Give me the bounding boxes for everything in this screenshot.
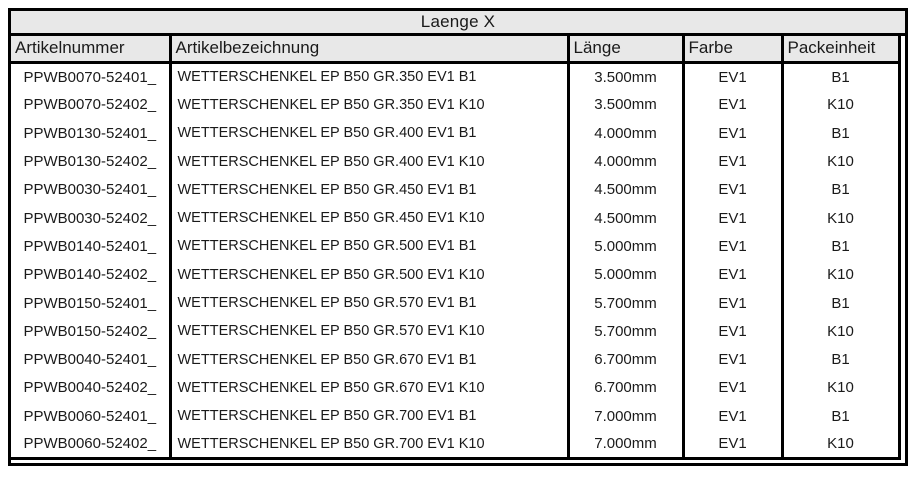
cell-packeinheit: K10 — [782, 430, 901, 461]
cell-laenge: 5.700mm — [568, 288, 685, 318]
cell-artikelnummer: PPWB0030-52401_ — [11, 175, 172, 204]
table-body: PPWB0070-52401_ WETTERSCHENKEL EP B50 GR.… — [11, 62, 901, 461]
cell-artikelnummer: PPWB0040-52401_ — [11, 345, 172, 374]
table-row: PPWB0040-52402_ WETTERSCHENKEL EP B50 GR.… — [11, 373, 901, 403]
cell-packeinheit: B1 — [782, 345, 901, 374]
cell-packeinheit: K10 — [782, 260, 901, 289]
cell-packeinheit: B1 — [782, 402, 901, 431]
cell-farbe: EV1 — [683, 203, 784, 233]
cell-laenge: 4.000mm — [568, 147, 685, 176]
table-row: PPWB0040-52401_ WETTERSCHENKEL EP B50 GR.… — [11, 345, 901, 374]
cell-laenge: 4.500mm — [568, 203, 685, 233]
cell-farbe: EV1 — [683, 232, 784, 261]
cell-artikelbezeichnung: WETTERSCHENKEL EP B50 GR.570 EV1 B1 — [170, 288, 570, 318]
cell-artikelbezeichnung: WETTERSCHENKEL EP B50 GR.700 EV1 K10 — [170, 430, 570, 461]
cell-farbe: EV1 — [683, 288, 784, 318]
cell-artikelnummer: PPWB0060-52401_ — [11, 402, 172, 431]
cell-packeinheit: K10 — [782, 203, 901, 233]
table-row: PPWB0150-52402_ WETTERSCHENKEL EP B50 GR.… — [11, 317, 901, 346]
cell-farbe: EV1 — [683, 402, 784, 431]
cell-artikelbezeichnung: WETTERSCHENKEL EP B50 GR.450 EV1 K10 — [170, 203, 570, 233]
cell-laenge: 6.700mm — [568, 373, 685, 403]
cell-packeinheit: B1 — [782, 288, 901, 318]
cell-packeinheit: B1 — [782, 232, 901, 261]
cell-laenge: 5.000mm — [568, 260, 685, 289]
column-header-artikelnummer: Artikelnummer — [11, 36, 172, 64]
table-row: PPWB0140-52402_ WETTERSCHENKEL EP B50 GR.… — [11, 260, 901, 289]
cell-artikelbezeichnung: WETTERSCHENKEL EP B50 GR.700 EV1 B1 — [170, 402, 570, 431]
table-row: PPWB0060-52401_ WETTERSCHENKEL EP B50 GR.… — [11, 402, 901, 431]
cell-laenge: 7.000mm — [568, 402, 685, 431]
table-row: PPWB0130-52402_ WETTERSCHENKEL EP B50 GR.… — [11, 147, 901, 176]
cell-farbe: EV1 — [683, 260, 784, 289]
cell-artikelbezeichnung: WETTERSCHENKEL EP B50 GR.400 EV1 K10 — [170, 147, 570, 176]
cell-artikelnummer: PPWB0140-52402_ — [11, 260, 172, 289]
cell-artikelnummer: PPWB0070-52401_ — [11, 62, 172, 91]
cell-artikelnummer: PPWB0070-52402_ — [11, 90, 172, 120]
cell-laenge: 5.700mm — [568, 317, 685, 346]
article-table-frame: Laenge X Artikelnummer Artikelbezeichnung… — [8, 8, 908, 466]
table-row: PPWB0030-52402_ WETTERSCHENKEL EP B50 GR.… — [11, 203, 901, 233]
cell-laenge: 3.500mm — [568, 90, 685, 120]
cell-packeinheit: B1 — [782, 119, 901, 148]
cell-artikelbezeichnung: WETTERSCHENKEL EP B50 GR.450 EV1 B1 — [170, 175, 570, 204]
cell-laenge: 6.700mm — [568, 345, 685, 374]
cell-artikelnummer: PPWB0150-52401_ — [11, 288, 172, 318]
table-row: PPWB0060-52402_ WETTERSCHENKEL EP B50 GR.… — [11, 430, 901, 461]
cell-artikelbezeichnung: WETTERSCHENKEL EP B50 GR.670 EV1 B1 — [170, 345, 570, 374]
table-row: PPWB0030-52401_ WETTERSCHENKEL EP B50 GR.… — [11, 175, 901, 204]
cell-farbe: EV1 — [683, 90, 784, 120]
cell-farbe: EV1 — [683, 430, 784, 461]
cell-packeinheit: K10 — [782, 317, 901, 346]
cell-packeinheit: K10 — [782, 147, 901, 176]
cell-artikelbezeichnung: WETTERSCHENKEL EP B50 GR.500 EV1 B1 — [170, 232, 570, 261]
table-row: PPWB0140-52401_ WETTERSCHENKEL EP B50 GR.… — [11, 232, 901, 261]
cell-artikelbezeichnung: WETTERSCHENKEL EP B50 GR.350 EV1 K10 — [170, 90, 570, 120]
cell-farbe: EV1 — [683, 345, 784, 374]
table-row: PPWB0130-52401_ WETTERSCHENKEL EP B50 GR.… — [11, 119, 901, 148]
cell-farbe: EV1 — [683, 62, 784, 91]
cell-artikelnummer: PPWB0140-52401_ — [11, 232, 172, 261]
table-title-bar: Laenge X — [11, 11, 905, 36]
cell-laenge: 3.500mm — [568, 62, 685, 91]
table-row: PPWB0070-52401_ WETTERSCHENKEL EP B50 GR.… — [11, 62, 901, 91]
table-title: Laenge X — [420, 12, 496, 31]
header-row: Artikelnummer Artikelbezeichnung Länge Farb… — [11, 36, 901, 64]
table-row: PPWB0150-52401_ WETTERSCHENKEL EP B50 GR.… — [11, 288, 901, 318]
cell-artikelnummer: PPWB0040-52402_ — [11, 373, 172, 403]
cell-farbe: EV1 — [683, 119, 784, 148]
cell-artikelbezeichnung: WETTERSCHENKEL EP B50 GR.350 EV1 B1 — [170, 62, 570, 91]
cell-artikelnummer: PPWB0150-52402_ — [11, 317, 172, 346]
column-header-laenge: Länge — [568, 36, 685, 64]
column-header-artikelbezeichnung: Artikelbezeichnung — [170, 36, 570, 64]
cell-packeinheit: B1 — [782, 175, 901, 204]
cell-packeinheit: K10 — [782, 90, 901, 120]
cell-artikelbezeichnung: WETTERSCHENKEL EP B50 GR.400 EV1 B1 — [170, 119, 570, 148]
cell-packeinheit: B1 — [782, 62, 901, 91]
cell-farbe: EV1 — [683, 373, 784, 403]
table-header: Artikelnummer Artikelbezeichnung Länge Farb… — [11, 36, 901, 64]
column-header-farbe: Farbe — [683, 36, 784, 64]
cell-farbe: EV1 — [683, 317, 784, 346]
cell-artikelbezeichnung: WETTERSCHENKEL EP B50 GR.500 EV1 K10 — [170, 260, 570, 289]
cell-farbe: EV1 — [683, 175, 784, 204]
article-table: Artikelnummer Artikelbezeichnung Länge Farb… — [11, 36, 901, 461]
cell-packeinheit: K10 — [782, 373, 901, 403]
cell-artikelnummer: PPWB0130-52401_ — [11, 119, 172, 148]
cell-laenge: 4.000mm — [568, 119, 685, 148]
cell-laenge: 4.500mm — [568, 175, 685, 204]
cell-laenge: 5.000mm — [568, 232, 685, 261]
cell-artikelbezeichnung: WETTERSCHENKEL EP B50 GR.670 EV1 K10 — [170, 373, 570, 403]
cell-laenge: 7.000mm — [568, 430, 685, 461]
cell-artikelnummer: PPWB0030-52402_ — [11, 203, 172, 233]
cell-artikelnummer: PPWB0060-52402_ — [11, 430, 172, 461]
column-header-packeinheit: Packeinheit — [782, 36, 901, 64]
cell-artikelbezeichnung: WETTERSCHENKEL EP B50 GR.570 EV1 K10 — [170, 317, 570, 346]
cell-artikelnummer: PPWB0130-52402_ — [11, 147, 172, 176]
table-row: PPWB0070-52402_ WETTERSCHENKEL EP B50 GR.… — [11, 90, 901, 120]
cell-farbe: EV1 — [683, 147, 784, 176]
